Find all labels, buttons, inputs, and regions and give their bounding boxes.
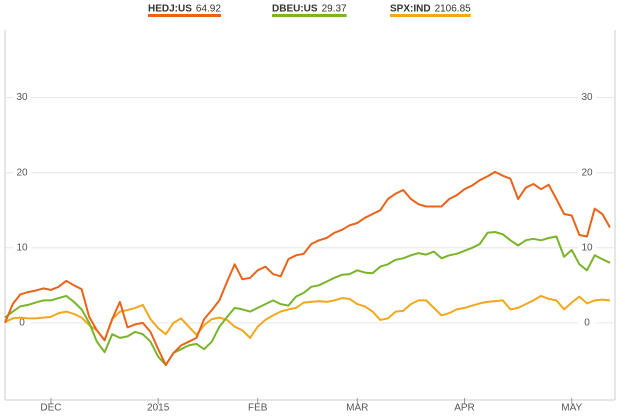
y-tick-label: 0 <box>19 318 25 329</box>
y-tick-box <box>13 164 31 179</box>
y-tick-box <box>13 89 31 104</box>
x-tick-label: 2015 <box>147 403 170 414</box>
x-tick-label: MAR <box>346 403 368 414</box>
y-tick-label: 20 <box>16 167 28 178</box>
legend-price: 64.92 <box>196 4 221 15</box>
x-tick-label: DEC <box>40 403 61 414</box>
y-tick-box <box>578 239 596 254</box>
legend-swatch <box>272 14 347 17</box>
legend-price: 29.37 <box>322 4 347 15</box>
legend-swatch <box>390 14 471 17</box>
legend-name: HEDJ:US <box>148 4 192 15</box>
legend-name: SPX:IND <box>390 4 431 15</box>
y-tick-label-right: 0 <box>584 318 590 329</box>
series-line <box>4 231 611 366</box>
y-tick-box <box>578 164 596 179</box>
x-tick-label: APR <box>454 403 475 414</box>
legend-name: DBEU:US <box>272 4 318 15</box>
legend-price: 2106.85 <box>435 4 472 15</box>
y-tick-box <box>13 239 31 254</box>
y-tick-label-right: 30 <box>581 92 593 103</box>
y-tick-label: 10 <box>16 242 28 253</box>
y-tick-box <box>578 314 596 329</box>
series-line <box>4 170 611 366</box>
y-tick-label-right: 10 <box>581 242 593 253</box>
x-tick-label: MAY <box>561 403 582 414</box>
x-tick-label: FEB <box>248 403 268 414</box>
series-line <box>4 294 611 342</box>
legend-swatch <box>148 14 221 17</box>
y-tick-label-right: 20 <box>581 167 593 178</box>
y-tick-box <box>578 89 596 104</box>
y-tick-label: 30 <box>16 92 28 103</box>
